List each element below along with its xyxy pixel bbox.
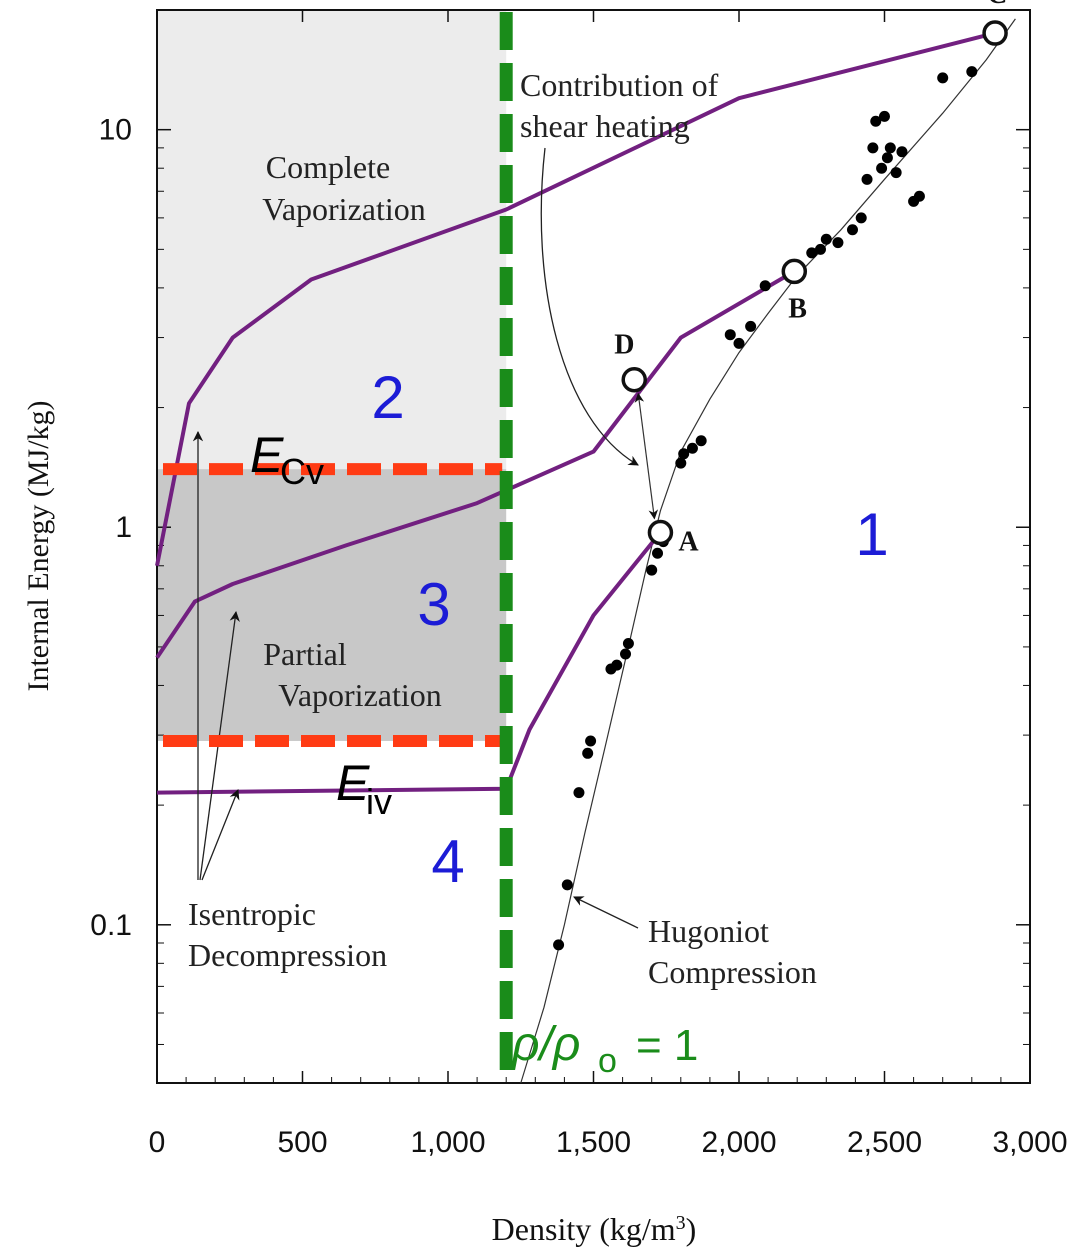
hugoniot-data-point bbox=[724, 329, 736, 341]
state-b-label: B bbox=[788, 293, 807, 324]
shear-heating-label-2: shear heating bbox=[520, 108, 690, 144]
hugoniot-data-point bbox=[759, 280, 771, 292]
hugoniot-data-point bbox=[585, 735, 597, 747]
hugoniot-data-point bbox=[814, 243, 826, 255]
hugoniot-data-point bbox=[678, 448, 690, 460]
y-tick-label: 1 bbox=[115, 511, 132, 544]
isentropic-arrow-incipient bbox=[201, 789, 240, 881]
e-iv-subscript: iv bbox=[366, 781, 392, 822]
isentrope-from-c bbox=[155, 31, 996, 567]
hugoniot-data-point bbox=[686, 442, 698, 454]
hugoniot-data-point bbox=[652, 547, 664, 559]
state-d-label: D bbox=[614, 330, 634, 361]
hugoniot-data-point bbox=[846, 224, 858, 236]
reference-density-value: = 1 bbox=[636, 1021, 698, 1070]
isentropic-label-1: Isentropic bbox=[188, 896, 316, 932]
partial-vaporization-label-1: Partial bbox=[263, 636, 347, 672]
hugoniot-data-point bbox=[806, 247, 818, 259]
hugoniot-label-1: Hugoniot bbox=[648, 913, 769, 949]
e-cv-subscript: Cv bbox=[280, 451, 324, 492]
reference-density-rho: ρ/ρ bbox=[510, 1018, 580, 1071]
y-tick-label: 10 bbox=[99, 114, 132, 147]
hugoniot-data-point bbox=[611, 659, 623, 671]
state-c-label: C bbox=[987, 0, 1007, 10]
hugoniot-data-point bbox=[622, 637, 634, 649]
d-a-arrow bbox=[634, 392, 659, 520]
hugoniot-label-2: Compression bbox=[648, 954, 817, 990]
state-b-marker bbox=[781, 258, 808, 285]
hugoniot-data-point bbox=[695, 435, 707, 447]
isentrope-from-a bbox=[156, 531, 662, 795]
hugoniot-data-point bbox=[896, 146, 908, 158]
shear-heating-label-1: Contribution of bbox=[520, 67, 719, 103]
x-tick-label: 2,500 bbox=[847, 1126, 922, 1159]
partial-vaporization-label-2: Vaporization bbox=[278, 677, 442, 713]
x-tick-label: 2,000 bbox=[701, 1126, 776, 1159]
region-3-label: 3 bbox=[417, 571, 450, 638]
hugoniot-data-point bbox=[879, 110, 890, 122]
x-tick-label: 500 bbox=[277, 1126, 327, 1159]
hugoniot-data-point bbox=[881, 152, 893, 164]
hugoniot-data-point bbox=[820, 233, 832, 245]
hugoniot-data-point bbox=[966, 66, 978, 78]
hugoniot-data-point bbox=[745, 320, 757, 332]
hugoniot-data-point bbox=[937, 72, 949, 84]
x-axis-label: Density (kg/m3) bbox=[492, 1211, 697, 1247]
complete-vaporization-label-2: Vaporization bbox=[262, 191, 426, 227]
reference-density-sub: o bbox=[598, 1042, 617, 1080]
hugoniot-data-point bbox=[913, 190, 925, 202]
hugoniot-data-point bbox=[646, 564, 658, 576]
hugoniot-data-point bbox=[870, 115, 882, 127]
complete-vaporization-label-1: Complete bbox=[266, 149, 390, 185]
y-axis-label: Internal Energy (MJ/kg) bbox=[22, 400, 55, 691]
hugoniot-data-point bbox=[620, 648, 632, 660]
hugoniot-data-point bbox=[733, 337, 745, 349]
y-tick-label: 0.1 bbox=[90, 909, 132, 942]
region-4-label: 4 bbox=[431, 828, 464, 895]
x-tick-label: 1,000 bbox=[410, 1126, 485, 1159]
hugoniot-data-point bbox=[867, 142, 879, 154]
x-tick-label: 3,000 bbox=[992, 1126, 1067, 1159]
hugoniot-data-point bbox=[553, 939, 565, 951]
hugoniot-data-point bbox=[561, 879, 573, 891]
hugoniot-data-point bbox=[573, 787, 585, 799]
isentrope-from-b bbox=[155, 269, 796, 659]
hugoniot-data-point bbox=[861, 173, 873, 185]
complete-vaporization-region bbox=[157, 10, 507, 470]
state-d-marker bbox=[621, 366, 647, 393]
hugoniot-data-point bbox=[890, 167, 902, 179]
state-a-label: A bbox=[678, 526, 699, 557]
hugoniot-data-point bbox=[675, 457, 687, 469]
hugoniot-data-point bbox=[582, 747, 594, 759]
hugoniot-data-point bbox=[876, 162, 888, 174]
region-2-label: 2 bbox=[371, 364, 404, 431]
e-cv-label: E bbox=[250, 427, 284, 483]
hugoniot-label-arrow bbox=[573, 896, 639, 929]
hugoniot-data-point bbox=[884, 142, 896, 154]
shear-heating-arrow bbox=[540, 147, 639, 466]
x-tick-label: 1,500 bbox=[556, 1126, 631, 1159]
state-c-marker bbox=[982, 20, 1008, 46]
e-iv-label: E bbox=[336, 755, 370, 811]
hugoniot-data-point bbox=[855, 212, 867, 224]
region-1-label: 1 bbox=[855, 501, 888, 568]
hugoniot-data-point bbox=[832, 237, 844, 249]
x-tick-label: 0 bbox=[149, 1126, 166, 1159]
isentropic-label-2: Decompression bbox=[188, 937, 387, 973]
state-a-marker bbox=[647, 519, 674, 546]
